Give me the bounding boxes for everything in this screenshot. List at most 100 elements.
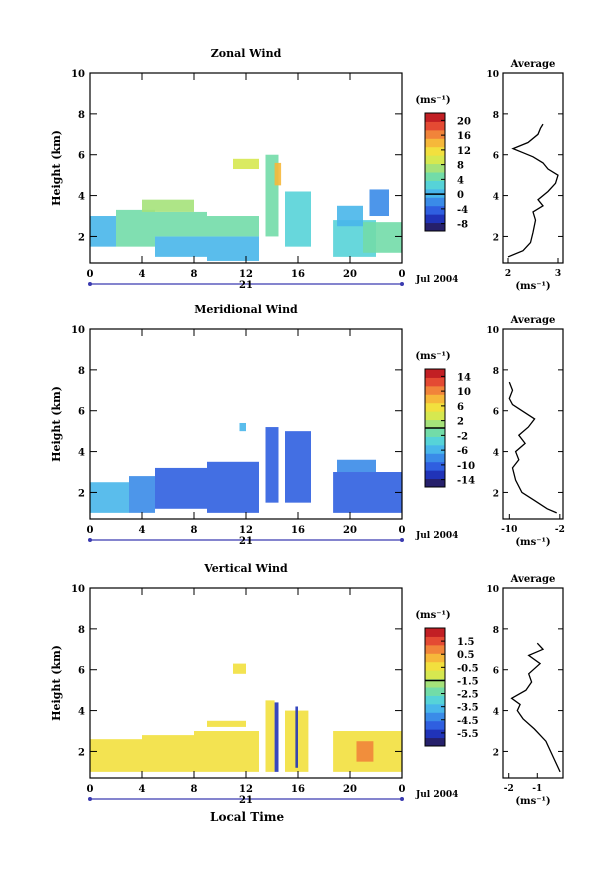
colorbar-label-meridional-5: -6 xyxy=(457,446,468,457)
colorbar-label-meridional-1: 10 xyxy=(457,387,471,398)
avg-ytick-label-zonal-1: 4 xyxy=(493,193,499,203)
ytick-label-vertical-1: 4 xyxy=(78,707,85,718)
colorbar-swatch-zonal-11 xyxy=(425,129,445,139)
ylabel-meridional: Height (km) xyxy=(50,386,63,462)
ylabel-vertical: Height (km) xyxy=(50,645,63,721)
colorbar-swatch-zonal-2 xyxy=(425,205,445,215)
colorbar-label-meridional-4: -2 xyxy=(457,431,468,442)
colorbar-swatch-vertical-13 xyxy=(425,628,445,637)
xtick-label-vertical-1: 4 xyxy=(139,784,146,795)
colorbar-label-meridional-7: -14 xyxy=(457,476,475,487)
data-cell-meridional-2 xyxy=(155,467,207,509)
colorbar-swatch-meridional-0 xyxy=(425,478,445,488)
avg-xtick-label-vertical-0: -2 xyxy=(504,784,514,794)
avg-ytick-label-zonal-0: 2 xyxy=(493,233,499,243)
xtick-label-meridional-4: 16 xyxy=(291,525,305,536)
avg-ytick-label-meridional-0: 2 xyxy=(493,489,499,499)
panel-meridional: Meridional Wind Height (km) 2 4 6 8 10 0 4 8 12 16 2… xyxy=(50,303,565,548)
colorbar-label-vertical-0: 1.5 xyxy=(457,637,474,648)
xtick-label-zonal-6: 0 xyxy=(399,269,406,280)
data-cell-zonal-7 xyxy=(233,158,259,170)
title-zonal: Zonal Wind xyxy=(211,47,282,60)
colorbar-swatch-vertical-3 xyxy=(425,712,445,722)
avg-ytick-label-zonal-4: 10 xyxy=(486,70,499,80)
colorbar-label-vertical-3: -1.5 xyxy=(457,676,479,687)
xtick-label-meridional-1: 4 xyxy=(139,525,146,536)
colorbar-swatch-vertical-12 xyxy=(425,636,445,646)
colorbar-swatch-vertical-7 xyxy=(425,678,445,688)
colorbar-swatch-meridional-13 xyxy=(425,369,445,378)
data-cell-zonal-14 xyxy=(369,189,389,217)
data-cell-vertical-9 xyxy=(356,741,374,762)
colorbar-label-zonal-1: 16 xyxy=(457,131,471,142)
colorbar-label-vertical-6: -4.5 xyxy=(457,716,479,727)
colorbar-swatch-zonal-0 xyxy=(425,222,445,232)
data-cell-meridional-4 xyxy=(265,427,279,503)
title-vertical: Vertical Wind xyxy=(203,562,288,575)
data-cell-zonal-5 xyxy=(207,216,259,237)
date-axis-start-zonal xyxy=(88,282,92,286)
colorbar-swatch-zonal-10 xyxy=(425,138,445,148)
data-cell-vertical-7 xyxy=(295,706,298,768)
colorbar-frame-vertical xyxy=(424,627,446,747)
xtick-label-meridional-5: 20 xyxy=(343,525,357,536)
colorbar-label-zonal-2: 12 xyxy=(457,146,471,157)
heatmap-vertical xyxy=(90,663,402,772)
average-title-zonal: Average xyxy=(510,59,556,70)
data-cell-zonal-10 xyxy=(285,191,311,247)
xtick-label-vertical-6: 0 xyxy=(399,784,406,795)
colorbar-swatch-zonal-8 xyxy=(425,155,445,165)
colorbar-swatch-zonal-13 xyxy=(425,113,445,122)
colorbar-label-vertical-4: -2.5 xyxy=(457,690,479,701)
avg-ytick-label-vertical-4: 10 xyxy=(486,585,499,595)
date-label-vertical: 21 xyxy=(239,795,253,806)
data-cell-vertical-3 xyxy=(207,720,246,727)
average-xlabel-meridional: (ms⁻¹) xyxy=(515,537,550,548)
colorbar-swatch-zonal-5 xyxy=(425,180,445,190)
colorbar-unit-vertical: (ms⁻¹) xyxy=(415,610,450,621)
xtick-label-vertical-2: 8 xyxy=(191,784,198,795)
xtick-label-zonal-3: 12 xyxy=(239,269,253,280)
colorbar-unit-meridional: (ms⁻¹) xyxy=(415,351,450,362)
colorbar-swatch-zonal-9 xyxy=(425,146,445,156)
colorbar-label-zonal-0: 20 xyxy=(457,116,471,127)
data-cell-zonal-1 xyxy=(116,209,155,247)
data-cell-zonal-13 xyxy=(363,222,402,253)
date-axis-end-zonal xyxy=(400,282,404,286)
data-cell-zonal-4 xyxy=(207,236,259,261)
colorbar-swatch-zonal-3 xyxy=(425,197,445,207)
colorbar-swatch-meridional-5 xyxy=(425,436,445,446)
average-frame-zonal xyxy=(502,72,564,264)
data-cell-vertical-10 xyxy=(233,663,246,674)
data-cell-vertical-4 xyxy=(265,700,275,772)
data-cell-vertical-5 xyxy=(274,702,279,772)
average-profile-vertical xyxy=(510,642,561,773)
colorbar-swatch-meridional-2 xyxy=(425,461,445,471)
colorbar-frame-zonal xyxy=(424,112,446,232)
average-profile-meridional xyxy=(508,381,557,514)
ytick-label-vertical-2: 6 xyxy=(78,666,85,677)
colorbar-label-vertical-5: -3.5 xyxy=(457,703,479,714)
xtick-label-vertical-0: 0 xyxy=(87,784,94,795)
title-meridional: Meridional Wind xyxy=(194,303,298,316)
xtick-label-zonal-2: 8 xyxy=(191,269,198,280)
date-label-zonal: 21 xyxy=(239,280,253,291)
avg-ytick-label-zonal-3: 8 xyxy=(493,111,499,121)
average-xlabel-vertical: (ms⁻¹) xyxy=(515,796,550,807)
ytick-label-meridional-4: 10 xyxy=(71,325,85,336)
date-axis-end-meridional xyxy=(400,538,404,542)
ytick-label-meridional-1: 4 xyxy=(78,448,85,459)
colorbar-label-vertical-7: -5.5 xyxy=(457,729,479,740)
xtick-label-zonal-5: 20 xyxy=(343,269,357,280)
date-axis-start-meridional xyxy=(88,538,92,542)
colorbar-swatch-vertical-2 xyxy=(425,720,445,730)
colorbar-label-vertical-1: 0.5 xyxy=(457,650,474,661)
data-cell-meridional-3 xyxy=(207,461,259,513)
ytick-label-meridional-3: 8 xyxy=(78,366,85,377)
heatmap-zonal xyxy=(90,154,402,261)
data-cell-zonal-2 xyxy=(155,236,207,257)
colorbar-label-zonal-3: 8 xyxy=(457,161,464,172)
xtick-label-zonal-0: 0 xyxy=(87,269,94,280)
colorbar-swatch-zonal-12 xyxy=(425,121,445,131)
